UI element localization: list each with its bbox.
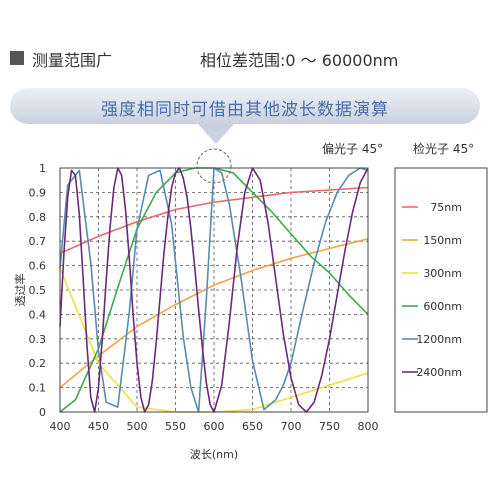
analyzer-label: 检光子 45° xyxy=(413,142,475,156)
y-tick-label: 0 xyxy=(39,406,46,419)
x-tick-label: 550 xyxy=(165,420,186,433)
legend-entry: 2400nm xyxy=(416,366,462,379)
x-tick-label: 800 xyxy=(358,420,379,433)
series-line-75nm xyxy=(59,186,369,255)
header-title: 测量范围广 xyxy=(32,51,113,70)
y-tick-label: 0.5 xyxy=(29,284,47,297)
y-tick-label: 0.3 xyxy=(29,333,47,346)
legend-entry: 600nm xyxy=(423,300,462,313)
legend-entry: 75nm xyxy=(430,201,462,214)
legend-entry: 150nm xyxy=(423,234,462,247)
header: 测量范围广 相位差范围:0 ～ 60000nm xyxy=(10,47,490,71)
series-line-1200nm xyxy=(59,167,369,413)
y-tick-label: 0.9 xyxy=(29,186,47,199)
y-tick-label: 0.1 xyxy=(29,382,47,395)
x-tick-label: 500 xyxy=(127,420,148,433)
y-tick-label: 0.4 xyxy=(29,308,47,321)
x-tick-label: 450 xyxy=(88,420,109,433)
y-tick-label: 0.7 xyxy=(29,235,47,248)
x-tick-label: 400 xyxy=(50,420,71,433)
y-axis-label: 透过率 xyxy=(13,274,27,307)
banner: 强度相同时可借由其他波长数据演算 xyxy=(10,88,480,124)
x-tick-label: 600 xyxy=(204,420,225,433)
banner-text: 强度相同时可借由其他波长数据演算 xyxy=(101,100,389,120)
legend-entry: 300nm xyxy=(423,267,462,280)
x-axis-label: 波长(nm) xyxy=(190,448,238,461)
y-tick-label: 0.2 xyxy=(29,357,47,370)
polarizer-label: 偏光子 45° xyxy=(322,142,384,156)
x-tick-label: 750 xyxy=(319,420,340,433)
banner-pointer-icon xyxy=(198,124,234,144)
plot-frame xyxy=(59,167,369,413)
y-tick-label: 1 xyxy=(39,162,46,175)
series-line-2400nm xyxy=(59,167,369,413)
legend-entry: 1200nm xyxy=(416,333,462,346)
phase-range-text: 相位差范围:0 ～ 60000nm xyxy=(200,51,399,70)
square-bullet-icon xyxy=(10,51,24,65)
legend-frame xyxy=(394,167,488,413)
y-tick-label: 0.8 xyxy=(29,211,47,224)
y-tick-label: 0.6 xyxy=(29,260,47,273)
x-tick-label: 650 xyxy=(242,420,263,433)
peak-highlight-circle xyxy=(196,148,232,184)
x-tick-label: 700 xyxy=(281,420,302,433)
